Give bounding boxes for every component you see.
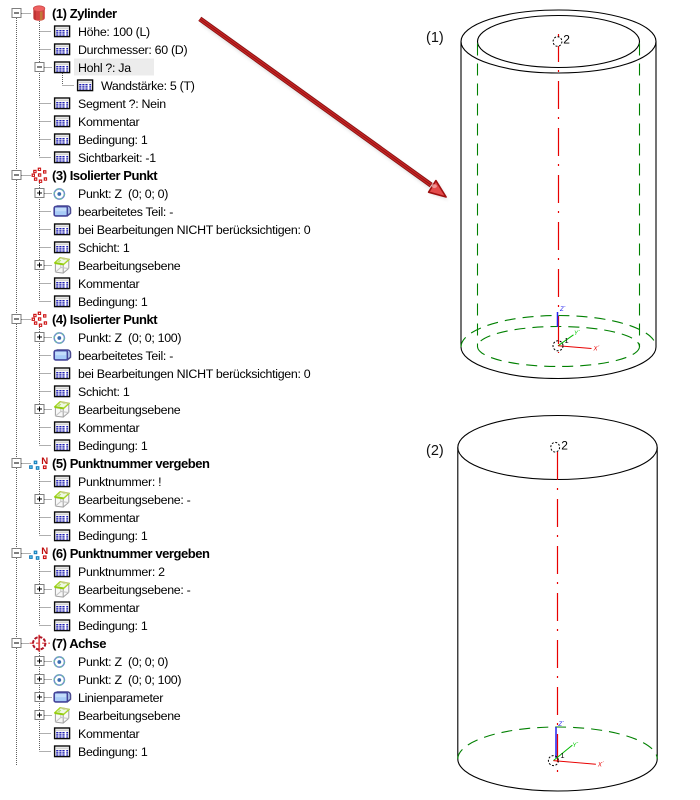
- svg-text:Linienparameter: Linienparameter: [78, 691, 163, 705]
- svg-text:Bearbeitungsebene: Bearbeitungsebene: [78, 259, 181, 273]
- svg-text:Z´: Z´: [559, 307, 566, 313]
- svg-text:(2): (2): [426, 443, 444, 459]
- svg-text:Bearbeitungsebene: -: Bearbeitungsebene: -: [78, 583, 191, 597]
- svg-text:bearbeitetes Teil: -: bearbeitetes Teil: -: [78, 205, 173, 219]
- svg-text:Punktnummer: 2: Punktnummer: 2: [78, 565, 165, 579]
- svg-text:Y´: Y´: [572, 743, 578, 749]
- svg-text:(3) Isolierter Punkt: (3) Isolierter Punkt: [52, 168, 158, 183]
- svg-text:Punkt: Z (0; 0; 100): Punkt: Z (0; 0; 100): [78, 673, 181, 687]
- svg-text:Punkt: Z (0; 0; 100): Punkt: Z (0; 0; 100): [78, 331, 181, 345]
- svg-text:Bedingung: 1: Bedingung: 1: [78, 133, 148, 147]
- svg-text:Bedingung: 1: Bedingung: 1: [78, 439, 148, 453]
- svg-text:Kommentar: Kommentar: [78, 115, 140, 129]
- svg-text:Bedingung: 1: Bedingung: 1: [78, 529, 148, 543]
- svg-text:bearbeitetes Teil: -: bearbeitetes Teil: -: [78, 349, 173, 363]
- svg-text:1: 1: [565, 336, 569, 345]
- svg-text:Bearbeitungsebene: Bearbeitungsebene: [78, 709, 181, 723]
- svg-text:Punktnummer: !: Punktnummer: !: [78, 475, 161, 489]
- svg-text:Sichtbarkeit: -1: Sichtbarkeit: -1: [78, 151, 156, 165]
- svg-text:(7) Achse: (7) Achse: [52, 636, 106, 651]
- svg-text:1: 1: [560, 751, 564, 760]
- svg-text:Hohl ?: Ja: Hohl ?: Ja: [78, 61, 131, 75]
- svg-text:X´: X´: [593, 346, 600, 352]
- svg-text:(1) Zylinder: (1) Zylinder: [52, 6, 117, 21]
- svg-text:Wandstärke: 5 (T): Wandstärke: 5 (T): [101, 79, 195, 93]
- svg-text:bei Bearbeitungen NICHT berück: bei Bearbeitungen NICHT berücksichtigen:…: [78, 367, 311, 381]
- svg-text:Höhe: 100 (L): Höhe: 100 (L): [78, 25, 150, 39]
- svg-text:(6) Punktnummer vergeben: (6) Punktnummer vergeben: [52, 546, 210, 561]
- svg-text:Kommentar: Kommentar: [78, 511, 140, 525]
- svg-text:bei Bearbeitungen NICHT berück: bei Bearbeitungen NICHT berücksichtigen:…: [78, 223, 311, 237]
- svg-text:Bearbeitungsebene: -: Bearbeitungsebene: -: [78, 493, 191, 507]
- svg-text:Kommentar: Kommentar: [78, 601, 140, 615]
- svg-text:Bedingung: 1: Bedingung: 1: [78, 745, 148, 759]
- svg-text:2: 2: [563, 33, 570, 47]
- svg-text:Bedingung: 1: Bedingung: 1: [78, 295, 148, 309]
- svg-text:Durchmesser: 60 (D): Durchmesser: 60 (D): [78, 43, 187, 57]
- svg-text:Kommentar: Kommentar: [78, 727, 140, 741]
- svg-text:Kommentar: Kommentar: [78, 421, 140, 435]
- svg-text:Y´: Y´: [574, 331, 580, 337]
- svg-text:Punkt: Z (0; 0; 0): Punkt: Z (0; 0; 0): [78, 187, 168, 201]
- svg-text:X´: X´: [597, 763, 604, 769]
- svg-text:(5) Punktnummer vergeben: (5) Punktnummer vergeben: [52, 456, 210, 471]
- svg-text:2: 2: [561, 439, 568, 453]
- svg-text:Z´: Z´: [557, 722, 564, 728]
- svg-text:Bedingung: 1: Bedingung: 1: [78, 619, 148, 633]
- svg-text:Schicht: 1: Schicht: 1: [78, 241, 130, 255]
- svg-text:Segment ?: Nein: Segment ?: Nein: [78, 97, 166, 111]
- svg-text:Punkt: Z (0; 0; 0): Punkt: Z (0; 0; 0): [78, 655, 168, 669]
- svg-text:Kommentar: Kommentar: [78, 277, 140, 291]
- svg-text:Schicht: 1: Schicht: 1: [78, 385, 130, 399]
- svg-text:(1): (1): [426, 30, 444, 46]
- svg-text:(4) Isolierter Punkt: (4) Isolierter Punkt: [52, 312, 158, 327]
- svg-text:Bearbeitungsebene: Bearbeitungsebene: [78, 403, 181, 417]
